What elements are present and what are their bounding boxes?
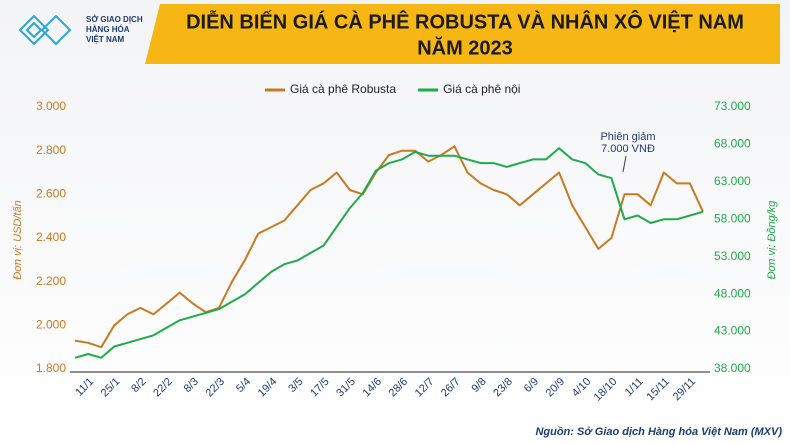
data-line (74, 147, 704, 359)
y2-tick-label: 63.000 (714, 174, 751, 188)
y2-tick-label: 48.000 (714, 286, 751, 300)
source: Nguồn: Sở Giao dịch Hàng hóa Việt Nam (M… (535, 426, 782, 438)
logo-text: HÀNG HÓA (86, 25, 130, 34)
y-tick-label: 1.800 (36, 361, 66, 375)
logo-icon (18, 14, 72, 46)
y2-tick-label: 73.000 (714, 99, 751, 113)
y-tick-label: 2.000 (36, 318, 66, 332)
y-tick-label: 2.600 (36, 187, 66, 201)
annotation: Phiên giảm (600, 131, 655, 143)
y2-tick-label: 53.000 (714, 249, 751, 263)
y-tick-label: 2.800 (36, 143, 66, 157)
y2-tick-label: 38.000 (714, 361, 751, 375)
legend-label: Giá cà phê Robusta (290, 82, 396, 96)
annotation: 7.000 VNĐ (601, 143, 655, 155)
legend-label: Giá cà phê nội (443, 82, 520, 96)
y-axis-label: Đơn vị: USD/tấn (12, 200, 24, 279)
logo-text: SỞ GIAO DỊCH (86, 15, 143, 24)
y-tick-label: 2.200 (36, 274, 66, 288)
y2-tick-label: 58.000 (714, 211, 751, 225)
y2-axis-label: Đơn vị: Đồng/kg (766, 200, 778, 280)
chart-title: NĂM 2023 (417, 36, 513, 59)
annotation-arrow (622, 155, 627, 173)
logo-text: VIỆT NAM (86, 35, 125, 44)
y2-tick-label: 43.000 (714, 324, 751, 338)
chart-title: DIỄN BIẾN GIÁ CÀ PHÊ ROBUSTA VÀ NHÂN XÔ … (186, 9, 744, 33)
data-line (74, 145, 704, 349)
y-tick-label: 2.400 (36, 230, 66, 244)
title-banner (145, 4, 780, 64)
y2-tick-label: 68.000 (714, 137, 751, 151)
y-tick-label: 3.000 (36, 99, 66, 113)
